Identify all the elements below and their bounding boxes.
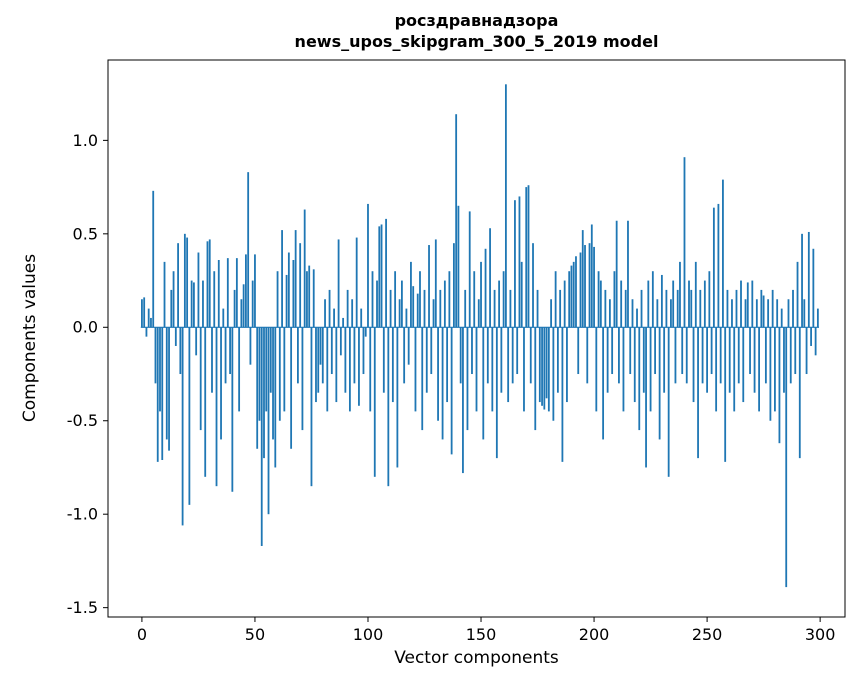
y-tick-label: 0.5 [73, 224, 98, 243]
x-tick-label: 200 [579, 625, 610, 644]
y-tick-label: 0.0 [73, 318, 98, 337]
y-tick-label: -0.5 [67, 411, 98, 430]
x-tick-label: 250 [692, 625, 723, 644]
chart-title: росздравнадзора news_upos_skipgram_300_5… [108, 10, 845, 52]
x-axis-label: Vector components [394, 648, 559, 668]
x-tick-label: 100 [353, 625, 384, 644]
y-tick-label: -1.0 [67, 505, 98, 524]
y-tick-label: -1.5 [67, 598, 98, 617]
x-tick-label: 50 [245, 625, 265, 644]
x-tick-label: 150 [466, 625, 497, 644]
chart-title-line2: news_upos_skipgram_300_5_2019 model [294, 32, 659, 51]
x-tick-label: 300 [805, 625, 836, 644]
y-tick-label: 1.0 [73, 131, 98, 150]
chart-title-line1: росздравнадзора [394, 11, 559, 30]
x-tick-label: 0 [137, 625, 147, 644]
